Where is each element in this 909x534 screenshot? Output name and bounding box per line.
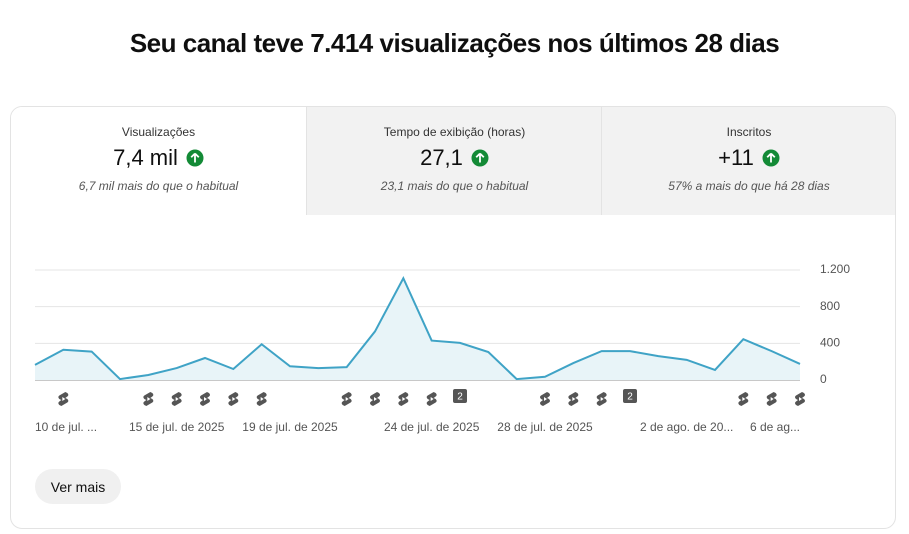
tab-note: 23,1 mais do que o habitual [380,179,529,193]
shorts-icon [256,392,267,406]
x-tick-label: 2 de ago. de 20... [640,420,733,434]
shorts-icon [795,392,805,406]
tab-value: +11 [602,145,895,171]
shorts-icon [341,392,352,406]
y-tick-label: 1.200 [820,262,850,276]
shorts-icon [370,392,380,406]
x-tick-label: 10 de jul. ... [35,420,97,434]
badge-label: 2 [457,392,463,403]
y-tick-label: 400 [820,336,840,350]
badge-label: 2 [627,392,633,403]
y-tick-label: 0 [820,372,827,386]
shorts-play [374,397,377,401]
shorts-icon [426,392,437,406]
shorts-play [260,397,264,401]
tab[interactable]: Visualizações 7,4 mil 6,7 mil mais do qu… [11,107,306,215]
tab-note: 6,7 mil mais do que o habitual [78,179,239,193]
shorts-play [799,397,802,401]
shorts-play [430,397,434,401]
shorts-play [572,397,576,401]
shorts-play [147,397,151,401]
shorts-icon [540,392,550,406]
shorts-icon [738,392,749,406]
shorts-icon [200,392,210,406]
line [34,275,801,381]
shorts-play [742,397,746,401]
area [35,278,800,380]
x-tick-label: 28 de jul. de 2025 [497,420,593,434]
tab-label: Inscritos [726,125,772,139]
page-title: Seu canal teve 7.414 visualizações nos ú… [129,28,780,58]
x-tick-label: 19 de jul. de 2025 [242,420,338,434]
shorts-play [544,397,547,401]
x-tick-label: 15 de jul. de 2025 [129,420,225,434]
tab[interactable]: Tempo de exibição (horas) 27,1 23,1 mais… [306,107,602,215]
shorts-icon [171,392,182,406]
see-more-button[interactable]: Ver mais [35,469,121,504]
y-tick-label: 800 [820,299,840,313]
badge [453,389,467,403]
shorts-play [345,397,349,401]
shorts-play [600,397,604,401]
shorts-icon [143,392,154,406]
x-tick-label: 24 de jul. de 2025 [384,420,480,434]
value: 27,1 [420,145,463,170]
x-tick-label: 6 de ag... [750,420,800,434]
tab-label: Tempo de exibição (horas) [383,125,526,139]
tab-label: Visualizações [121,125,196,139]
shorts-play [204,397,207,401]
tab-value: 7,4 mil [11,145,306,171]
up-icon [186,149,204,167]
shorts-play [770,397,774,401]
shorts-play [62,397,66,401]
shorts-icon [766,392,777,406]
shorts-icon [58,392,69,406]
tab-value: 27,1 [307,145,602,171]
shorts-play [175,397,179,401]
shorts-icon [596,392,607,406]
shorts-icon [568,392,579,406]
up-icon [762,149,780,167]
tab[interactable]: Inscritos +11 57% a mais do que há 28 di… [601,107,895,215]
shorts-play [232,397,236,401]
value: 7,4 mil [113,145,178,170]
shorts-icon [228,392,239,406]
shorts-icon [398,392,409,406]
value: +11 [718,145,754,170]
badge [623,389,637,403]
tab-note: 57% a mais do que há 28 dias [668,179,830,193]
up-icon [471,149,489,167]
shorts-play [402,397,406,401]
summary-card: Visualizações 7,4 mil 6,7 mil mais do qu… [10,106,896,529]
